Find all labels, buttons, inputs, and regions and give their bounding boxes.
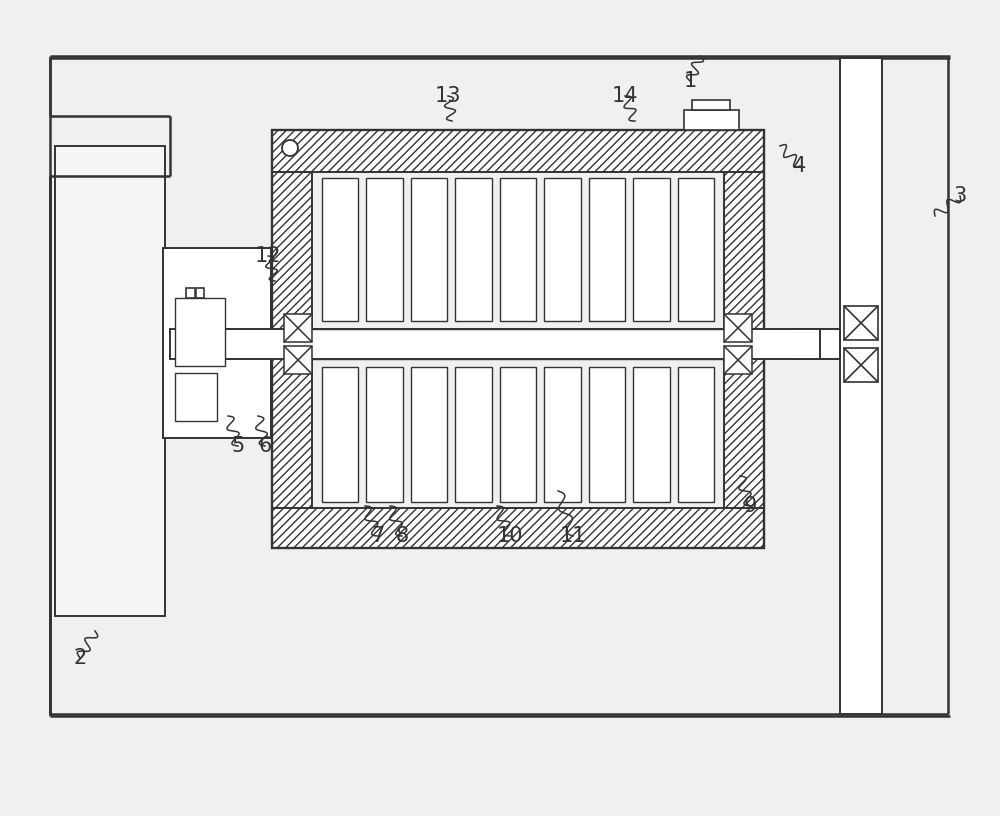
Bar — [500, 367, 536, 502]
Bar — [633, 367, 670, 502]
Bar — [589, 178, 625, 321]
Text: 9: 9 — [743, 496, 757, 516]
Text: 10: 10 — [497, 526, 523, 546]
Bar — [366, 367, 403, 502]
Bar — [692, 100, 730, 110]
Bar — [163, 248, 271, 438]
Bar — [366, 178, 403, 321]
Bar — [411, 367, 447, 502]
Bar — [455, 178, 492, 321]
Bar — [844, 348, 878, 382]
Bar — [589, 367, 625, 502]
Text: 8: 8 — [395, 526, 409, 546]
Text: 5: 5 — [231, 436, 245, 456]
Bar — [272, 172, 312, 508]
Bar — [544, 367, 581, 502]
Bar — [55, 146, 165, 616]
Text: 1: 1 — [683, 71, 697, 91]
Text: 6: 6 — [258, 436, 272, 456]
Bar — [544, 178, 581, 321]
Bar — [186, 288, 204, 298]
Text: 14: 14 — [612, 86, 638, 106]
Bar — [684, 110, 739, 130]
Bar — [500, 178, 536, 321]
Bar — [455, 367, 492, 502]
Bar — [272, 508, 764, 548]
Text: 4: 4 — [793, 156, 807, 176]
Bar — [284, 346, 312, 374]
Text: 12: 12 — [255, 246, 281, 266]
Text: 11: 11 — [560, 526, 586, 546]
Bar — [678, 178, 714, 321]
Circle shape — [282, 140, 298, 156]
Text: 7: 7 — [371, 526, 385, 546]
Bar — [272, 130, 764, 548]
Text: 2: 2 — [73, 648, 87, 668]
Bar — [170, 329, 820, 359]
Bar — [322, 367, 358, 502]
Bar — [175, 298, 225, 366]
Bar — [844, 306, 878, 340]
Bar — [175, 373, 217, 421]
Bar — [840, 58, 882, 714]
Bar — [724, 172, 764, 508]
Bar — [272, 130, 764, 172]
Bar — [284, 314, 312, 342]
Bar — [724, 346, 752, 374]
Bar — [792, 329, 840, 359]
Bar — [633, 178, 670, 321]
Text: 13: 13 — [435, 86, 461, 106]
Bar — [322, 178, 358, 321]
Bar — [724, 314, 752, 342]
Bar — [678, 367, 714, 502]
Text: 3: 3 — [953, 186, 967, 206]
Bar — [411, 178, 447, 321]
